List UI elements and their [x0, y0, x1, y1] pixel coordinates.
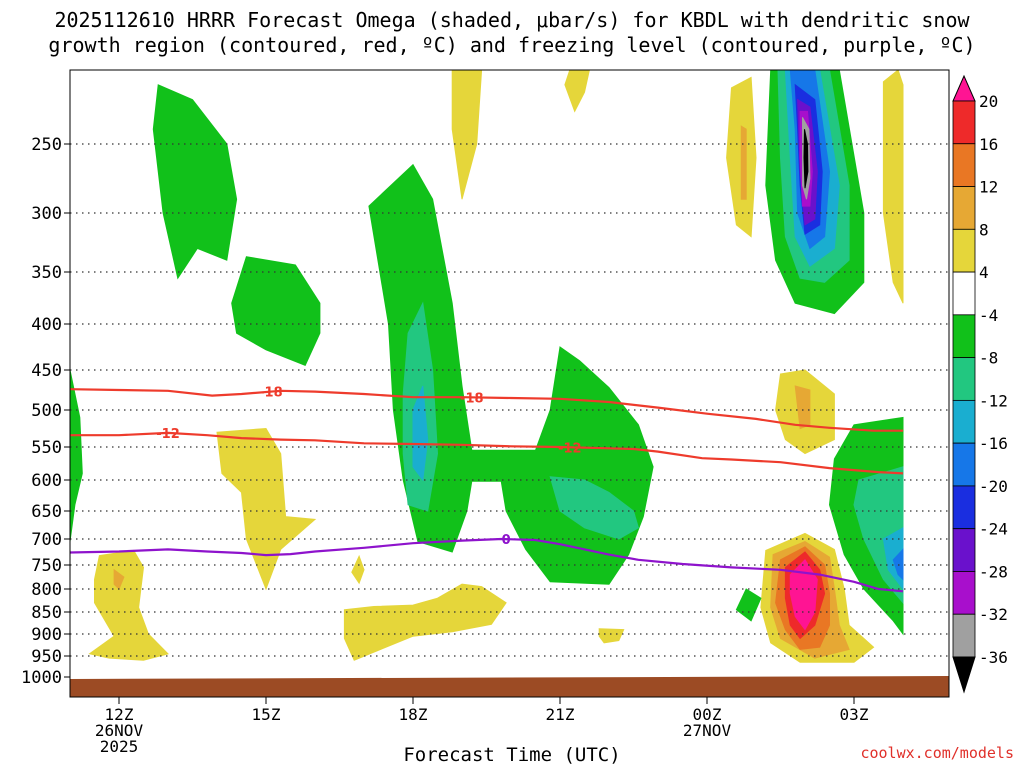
colorbar-swatch-5	[952, 271, 976, 316]
terrain-surface	[70, 676, 949, 697]
colorbar-swatch-9	[952, 442, 976, 487]
y-tick-label-400: 400	[31, 315, 62, 335]
y-tick-label-350: 350	[31, 263, 62, 283]
colorbar-swatch-13	[952, 613, 976, 658]
colorbar-swatch-3	[952, 186, 976, 230]
colorbar-label-3: 8	[979, 220, 989, 239]
colorbar-label-10: -24	[979, 520, 1008, 539]
contour-label-0-0: 0	[502, 533, 511, 548]
x-tick-date-00Z: 27NOV	[683, 721, 732, 740]
pressure-gridlines	[70, 143, 949, 657]
contour-line-0	[70, 537, 904, 593]
colorbar-swatch-6	[952, 314, 976, 359]
colorbar: 20 16 12 8 4 -4 -8 -12 -16 -20 -24 -28 -32 -36	[952, 74, 1008, 694]
y-tick-label-500: 500	[31, 401, 62, 421]
x-tick-label-15Z: 15Z	[252, 705, 281, 724]
y-tick-label-750: 750	[31, 556, 62, 576]
y-tick-label-650: 650	[31, 502, 62, 522]
colorbar-label-11: -28	[979, 562, 1008, 581]
omega-shaded-regions	[70, 70, 904, 663]
site-credit: coolwx.com/models	[860, 744, 1014, 762]
colorbar-label-9: -20	[979, 477, 1008, 496]
y-axis: 2503003504004505005506006507007508008509…	[21, 135, 70, 688]
chart-title-line-1: 2025112610 HRRR Forecast Omega (shaded, …	[54, 8, 970, 32]
y-tick-label-1000: 1000	[21, 668, 62, 688]
colorbar-label-5: -4	[979, 306, 998, 325]
sinking-omega-region-20	[803, 129, 809, 189]
colorbar-swatch-11	[952, 528, 976, 572]
x-tick-date-12Z: 26NOV	[95, 721, 144, 740]
y-tick-label-550: 550	[31, 438, 62, 458]
colorbar-bottom-arrow	[952, 656, 976, 694]
rising-omega-region-11	[794, 385, 811, 430]
contour-label--18-0: -18	[259, 386, 283, 401]
rising-omega-region-0	[451, 70, 483, 200]
sinking-omega-region-2	[70, 369, 83, 542]
x-tick-label-12Z: 12Z	[105, 705, 134, 724]
colorbar-label-1: 16	[979, 135, 998, 154]
plot-frame	[69, 69, 950, 698]
rising-omega-region-5	[351, 554, 365, 585]
colorbar-swatch-10	[952, 485, 976, 530]
colorbar-label-13: -36	[979, 648, 1008, 667]
colorbar-swatch-12	[952, 571, 976, 615]
chart-title-line-2: growth region (contoured, red, ºC) and f…	[48, 33, 976, 57]
contour-label--12-1: -12	[558, 441, 582, 456]
y-tick-label-800: 800	[31, 580, 62, 600]
x-axis-title: Forecast Time (UTC)	[403, 744, 621, 766]
y-tick-label-900: 900	[31, 625, 62, 645]
colorbar-label-7: -12	[979, 391, 1008, 410]
colorbar-swatch-2	[952, 143, 976, 187]
y-tick-label-850: 850	[31, 603, 62, 623]
x-tick-label-21Z: 21Z	[546, 705, 575, 724]
y-tick-label-300: 300	[31, 204, 62, 224]
rising-omega-region-9	[740, 125, 747, 200]
rising-omega-region-7	[598, 628, 625, 644]
terrain-strip	[70, 676, 949, 697]
x-tick-label-00Z: 00Z	[693, 705, 722, 724]
x-tick-label-18Z: 18Z	[399, 705, 428, 724]
sinking-omega-region-0	[152, 84, 238, 280]
x-tick-year-12Z: 2025	[100, 737, 139, 756]
y-tick-label-450: 450	[31, 361, 62, 381]
colorbar-label-8: -16	[979, 434, 1008, 453]
sinking-omega-region-6	[549, 476, 639, 540]
rising-omega-region-2	[216, 427, 317, 591]
y-tick-label-950: 950	[31, 647, 62, 667]
contour-label--18-1: -18	[460, 391, 484, 406]
colorbar-label-4: 4	[979, 263, 989, 282]
temperature-contours: -18 -18 -12 -12 0	[70, 386, 904, 593]
colorbar-label-2: 12	[979, 178, 998, 197]
sinking-omega-region-7	[735, 588, 762, 622]
colorbar-swatch-4	[952, 228, 976, 273]
x-tick-label-03Z: 03Z	[840, 705, 869, 724]
colorbar-label-12: -32	[979, 605, 1008, 624]
rising-omega-region-17	[882, 70, 904, 304]
contour-line--12	[70, 431, 904, 475]
colorbar-swatch-8	[952, 399, 976, 444]
colorbar-swatch-7	[952, 357, 976, 401]
y-tick-label-700: 700	[31, 530, 62, 550]
rising-omega-region-3	[88, 549, 169, 661]
contour-line--18	[70, 388, 903, 432]
rising-omega-region-6	[343, 583, 507, 661]
rising-omega-region-1	[564, 70, 590, 113]
colorbar-swatch-1	[952, 100, 976, 145]
y-tick-label-600: 600	[31, 471, 62, 491]
contour-label--12-0: -12	[156, 427, 180, 442]
colorbar-label-6: -8	[979, 349, 998, 368]
y-tick-label-250: 250	[31, 135, 62, 155]
colorbar-label-0: 20	[979, 92, 998, 111]
colorbar-top-arrow	[952, 74, 976, 102]
sinking-omega-region-1	[231, 256, 321, 367]
